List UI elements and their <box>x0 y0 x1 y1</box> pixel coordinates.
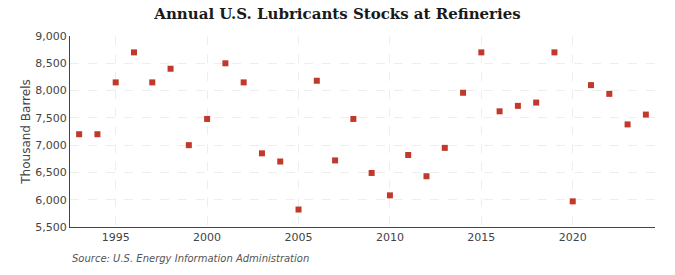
svg-text:6,000: 6,000 <box>35 194 67 207</box>
svg-text:5,500: 5,500 <box>35 221 67 234</box>
svg-text:2000: 2000 <box>193 231 221 244</box>
svg-text:8,000: 8,000 <box>35 84 67 97</box>
svg-text:Thousand Barrels: Thousand Barrels <box>19 79 33 184</box>
svg-text:2005: 2005 <box>285 231 313 244</box>
svg-text:8,500: 8,500 <box>35 57 67 70</box>
svg-text:7,500: 7,500 <box>35 112 67 125</box>
svg-text:9,000: 9,000 <box>35 30 67 43</box>
svg-text:Annual U.S. Lubricants Stocks: Annual U.S. Lubricants Stocks at Refiner… <box>153 5 520 23</box>
svg-text:7,000: 7,000 <box>35 139 67 152</box>
svg-text:1995: 1995 <box>102 231 130 244</box>
svg-text:6,500: 6,500 <box>35 166 67 179</box>
svg-text:2010: 2010 <box>376 231 404 244</box>
svg-text:2015: 2015 <box>467 231 495 244</box>
svg-text:Source: U.S. Energy Informatio: Source: U.S. Energy Information Administ… <box>72 253 309 264</box>
svg-text:2020: 2020 <box>559 231 587 244</box>
